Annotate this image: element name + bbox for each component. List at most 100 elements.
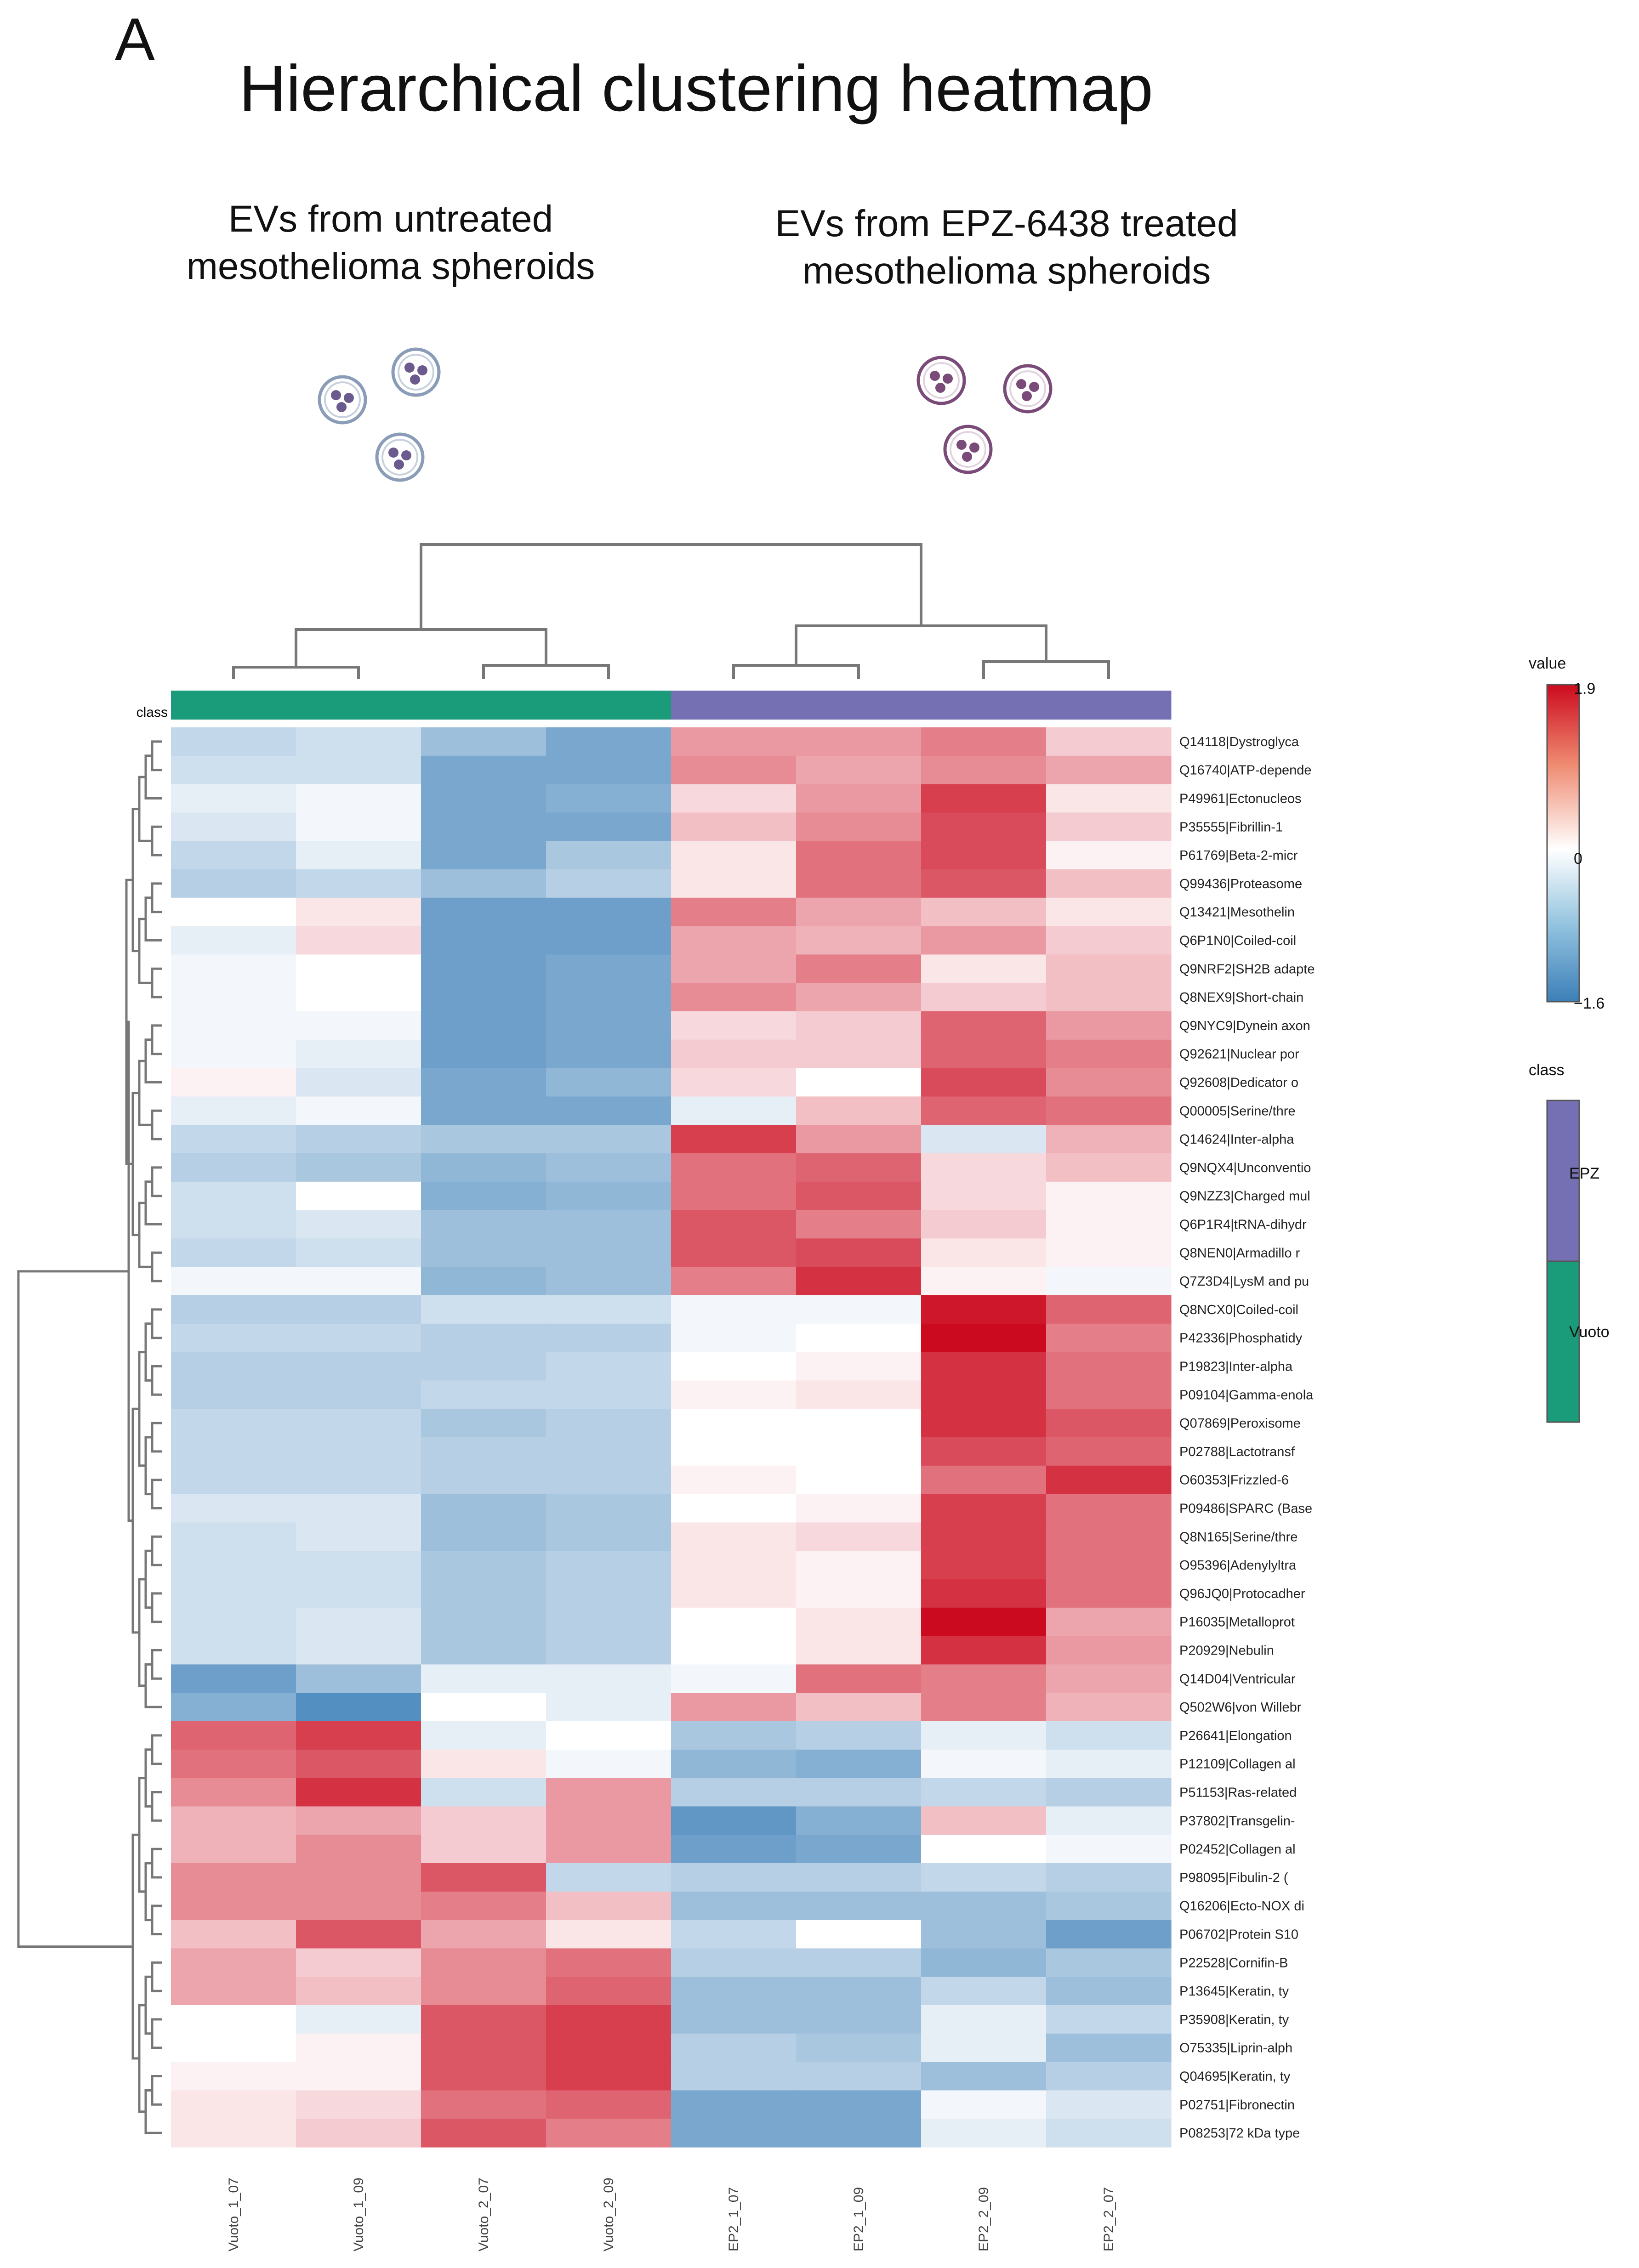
heatmap-cell <box>796 755 922 785</box>
row-label: Q7Z3D4|LysM and pu <box>1179 1274 1309 1289</box>
class-legend-epz: EPZ <box>1569 1165 1600 1182</box>
heatmap-cell <box>1046 1579 1172 1608</box>
row-label: Q13421|Mesothelin <box>1179 905 1295 920</box>
heatmap-cell <box>671 2033 797 2063</box>
heatmap-cell <box>546 1664 672 1693</box>
heatmap-cell <box>796 1778 922 1807</box>
heatmap-cell <box>921 1295 1047 1324</box>
heatmap-cell <box>296 841 421 870</box>
heatmap-cell <box>296 1891 421 1921</box>
panel-letter: A <box>115 6 155 73</box>
heatmap-cell <box>296 1210 421 1239</box>
class-bar-cell <box>171 691 296 720</box>
heatmap-cell <box>546 1096 672 1125</box>
heatmap-cell <box>421 897 546 927</box>
column-label: EP2_1_07 <box>726 2187 741 2251</box>
heatmap-cell <box>1046 897 1172 927</box>
class-legend-vuoto: Vuoto <box>1569 1323 1610 1341</box>
heatmap-cell <box>296 812 421 841</box>
heatmap-cell <box>171 2119 296 2148</box>
heatmap-cell <box>671 1806 797 1835</box>
heatmap-cell <box>421 1323 546 1353</box>
heatmap-cell <box>421 1636 546 1665</box>
row-label: P26641|Elongation <box>1179 1729 1292 1743</box>
heatmap-cell <box>171 1465 296 1495</box>
heatmap-cell <box>546 1636 672 1665</box>
heatmap-cell <box>171 1891 296 1921</box>
heatmap-cell <box>171 1125 296 1154</box>
row-label: Q96JQ0|Protocadher <box>1179 1587 1305 1601</box>
heatmap-cell <box>421 1096 546 1125</box>
heatmap-cell <box>296 1721 421 1750</box>
heatmap-cell <box>421 926 546 955</box>
heatmap-cell <box>671 869 797 898</box>
heatmap-cell <box>171 755 296 785</box>
heatmap-cell <box>296 1380 421 1409</box>
heatmap-cell <box>1046 1380 1172 1409</box>
heatmap-cell <box>796 1295 922 1324</box>
row-label: P08253|72 kDa type <box>1179 2126 1300 2141</box>
heatmap-cell <box>171 1721 296 1750</box>
heatmap-cell <box>421 1465 546 1495</box>
class-bar-cell <box>296 691 421 720</box>
heatmap-cell <box>921 755 1047 785</box>
heatmap-cell <box>921 727 1047 756</box>
heatmap-cell <box>546 1011 672 1040</box>
heatmap-cell <box>171 1011 296 1040</box>
dendrogram-branch <box>151 740 162 771</box>
heatmap-cell <box>171 784 296 813</box>
heatmap-cell <box>546 1835 672 1864</box>
heatmap-cell <box>671 1068 797 1097</box>
heatmap-cell <box>546 1153 672 1182</box>
heatmap-cell <box>796 897 922 927</box>
heatmap-cell <box>171 1238 296 1267</box>
heatmap-cell <box>296 1806 421 1835</box>
spheroid-cell-icon <box>375 432 425 482</box>
heatmap-cell <box>921 2033 1047 2063</box>
row-label: P22528|Cornifin-B <box>1179 1956 1288 1970</box>
heatmap-cell <box>296 1778 421 1807</box>
heatmap-cell <box>1046 2119 1172 2148</box>
heatmap-cell <box>171 727 296 756</box>
heatmap-cell <box>421 1891 546 1921</box>
heatmap-cell <box>921 1125 1047 1154</box>
dendrogram-branch <box>795 624 1047 665</box>
heatmap-cell <box>296 2005 421 2034</box>
heatmap-cell <box>921 1181 1047 1211</box>
heatmap-cell <box>296 1409 421 1438</box>
heatmap-cell <box>546 1693 672 1722</box>
heatmap-cell <box>796 1948 922 1977</box>
heatmap-cell <box>296 1579 421 1608</box>
heatmap-cell <box>921 1437 1047 1466</box>
class-bar-cell <box>796 691 922 720</box>
heatmap-cell <box>296 1181 421 1211</box>
heatmap-cell <box>671 1664 797 1693</box>
heatmap-cell <box>671 926 797 955</box>
heatmap-cell <box>796 1125 922 1154</box>
heatmap-cell <box>296 1664 421 1693</box>
dendrogram-branch <box>982 660 1110 679</box>
heatmap-cell <box>171 812 296 841</box>
heatmap-cell <box>171 1380 296 1409</box>
heatmap-cell <box>1046 1210 1172 1239</box>
heatmap-cell <box>671 1835 797 1864</box>
row-label: P61769|Beta-2-micr <box>1179 848 1298 863</box>
heatmap-cell <box>171 841 296 870</box>
heatmap-cell <box>546 1948 672 1977</box>
heatmap-cell <box>296 2033 421 2063</box>
heatmap-cell <box>921 1749 1047 1779</box>
dendrogram-branch <box>232 666 360 679</box>
dendrogram-branch <box>151 825 162 856</box>
class-bar-cell <box>671 691 797 720</box>
row-dendrogram <box>17 740 162 2134</box>
heatmap-cell <box>171 869 296 898</box>
heatmap-cell <box>921 1891 1047 1921</box>
heatmap-cell <box>421 1693 546 1722</box>
heatmap-cell <box>421 1863 546 1892</box>
heatmap-cell <box>296 784 421 813</box>
class-legend-title: class <box>1529 1061 1565 1079</box>
row-label: P13645|Keratin, ty <box>1179 1984 1289 1999</box>
heatmap-cell <box>421 1210 546 1239</box>
heatmap-cell <box>671 1693 797 1722</box>
heatmap-cell <box>171 1210 296 1239</box>
